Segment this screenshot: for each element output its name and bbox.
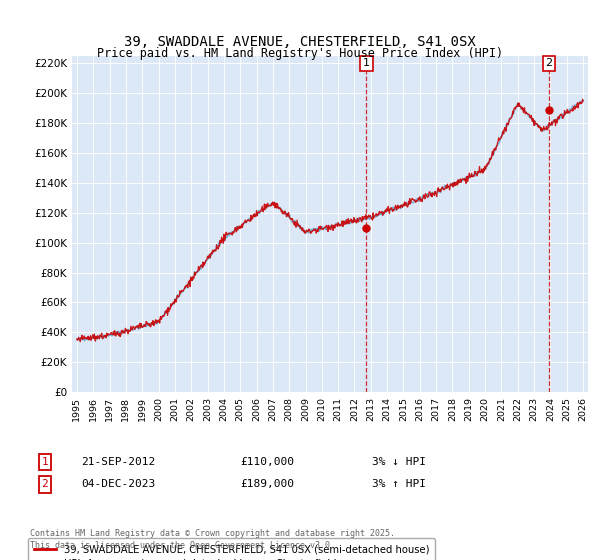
Text: Contains HM Land Registry data © Crown copyright and database right 2025.: Contains HM Land Registry data © Crown c… bbox=[30, 529, 395, 538]
Text: £110,000: £110,000 bbox=[240, 457, 294, 467]
Text: 1: 1 bbox=[41, 457, 49, 467]
Text: 21-SEP-2012: 21-SEP-2012 bbox=[81, 457, 155, 467]
Text: 3% ↓ HPI: 3% ↓ HPI bbox=[372, 457, 426, 467]
Text: 2: 2 bbox=[545, 58, 553, 68]
Text: 3% ↑ HPI: 3% ↑ HPI bbox=[372, 479, 426, 489]
Text: 39, SWADDALE AVENUE, CHESTERFIELD, S41 0SX: 39, SWADDALE AVENUE, CHESTERFIELD, S41 0… bbox=[124, 35, 476, 49]
Text: This data is licensed under the Open Government Licence v3.0.: This data is licensed under the Open Gov… bbox=[30, 542, 335, 550]
Text: 04-DEC-2023: 04-DEC-2023 bbox=[81, 479, 155, 489]
Legend: 39, SWADDALE AVENUE, CHESTERFIELD, S41 0SX (semi-detached house), HPI: Average p: 39, SWADDALE AVENUE, CHESTERFIELD, S41 0… bbox=[28, 538, 436, 560]
Text: 1: 1 bbox=[363, 58, 370, 68]
Text: 2: 2 bbox=[41, 479, 49, 489]
Text: £189,000: £189,000 bbox=[240, 479, 294, 489]
Text: Price paid vs. HM Land Registry's House Price Index (HPI): Price paid vs. HM Land Registry's House … bbox=[97, 46, 503, 60]
